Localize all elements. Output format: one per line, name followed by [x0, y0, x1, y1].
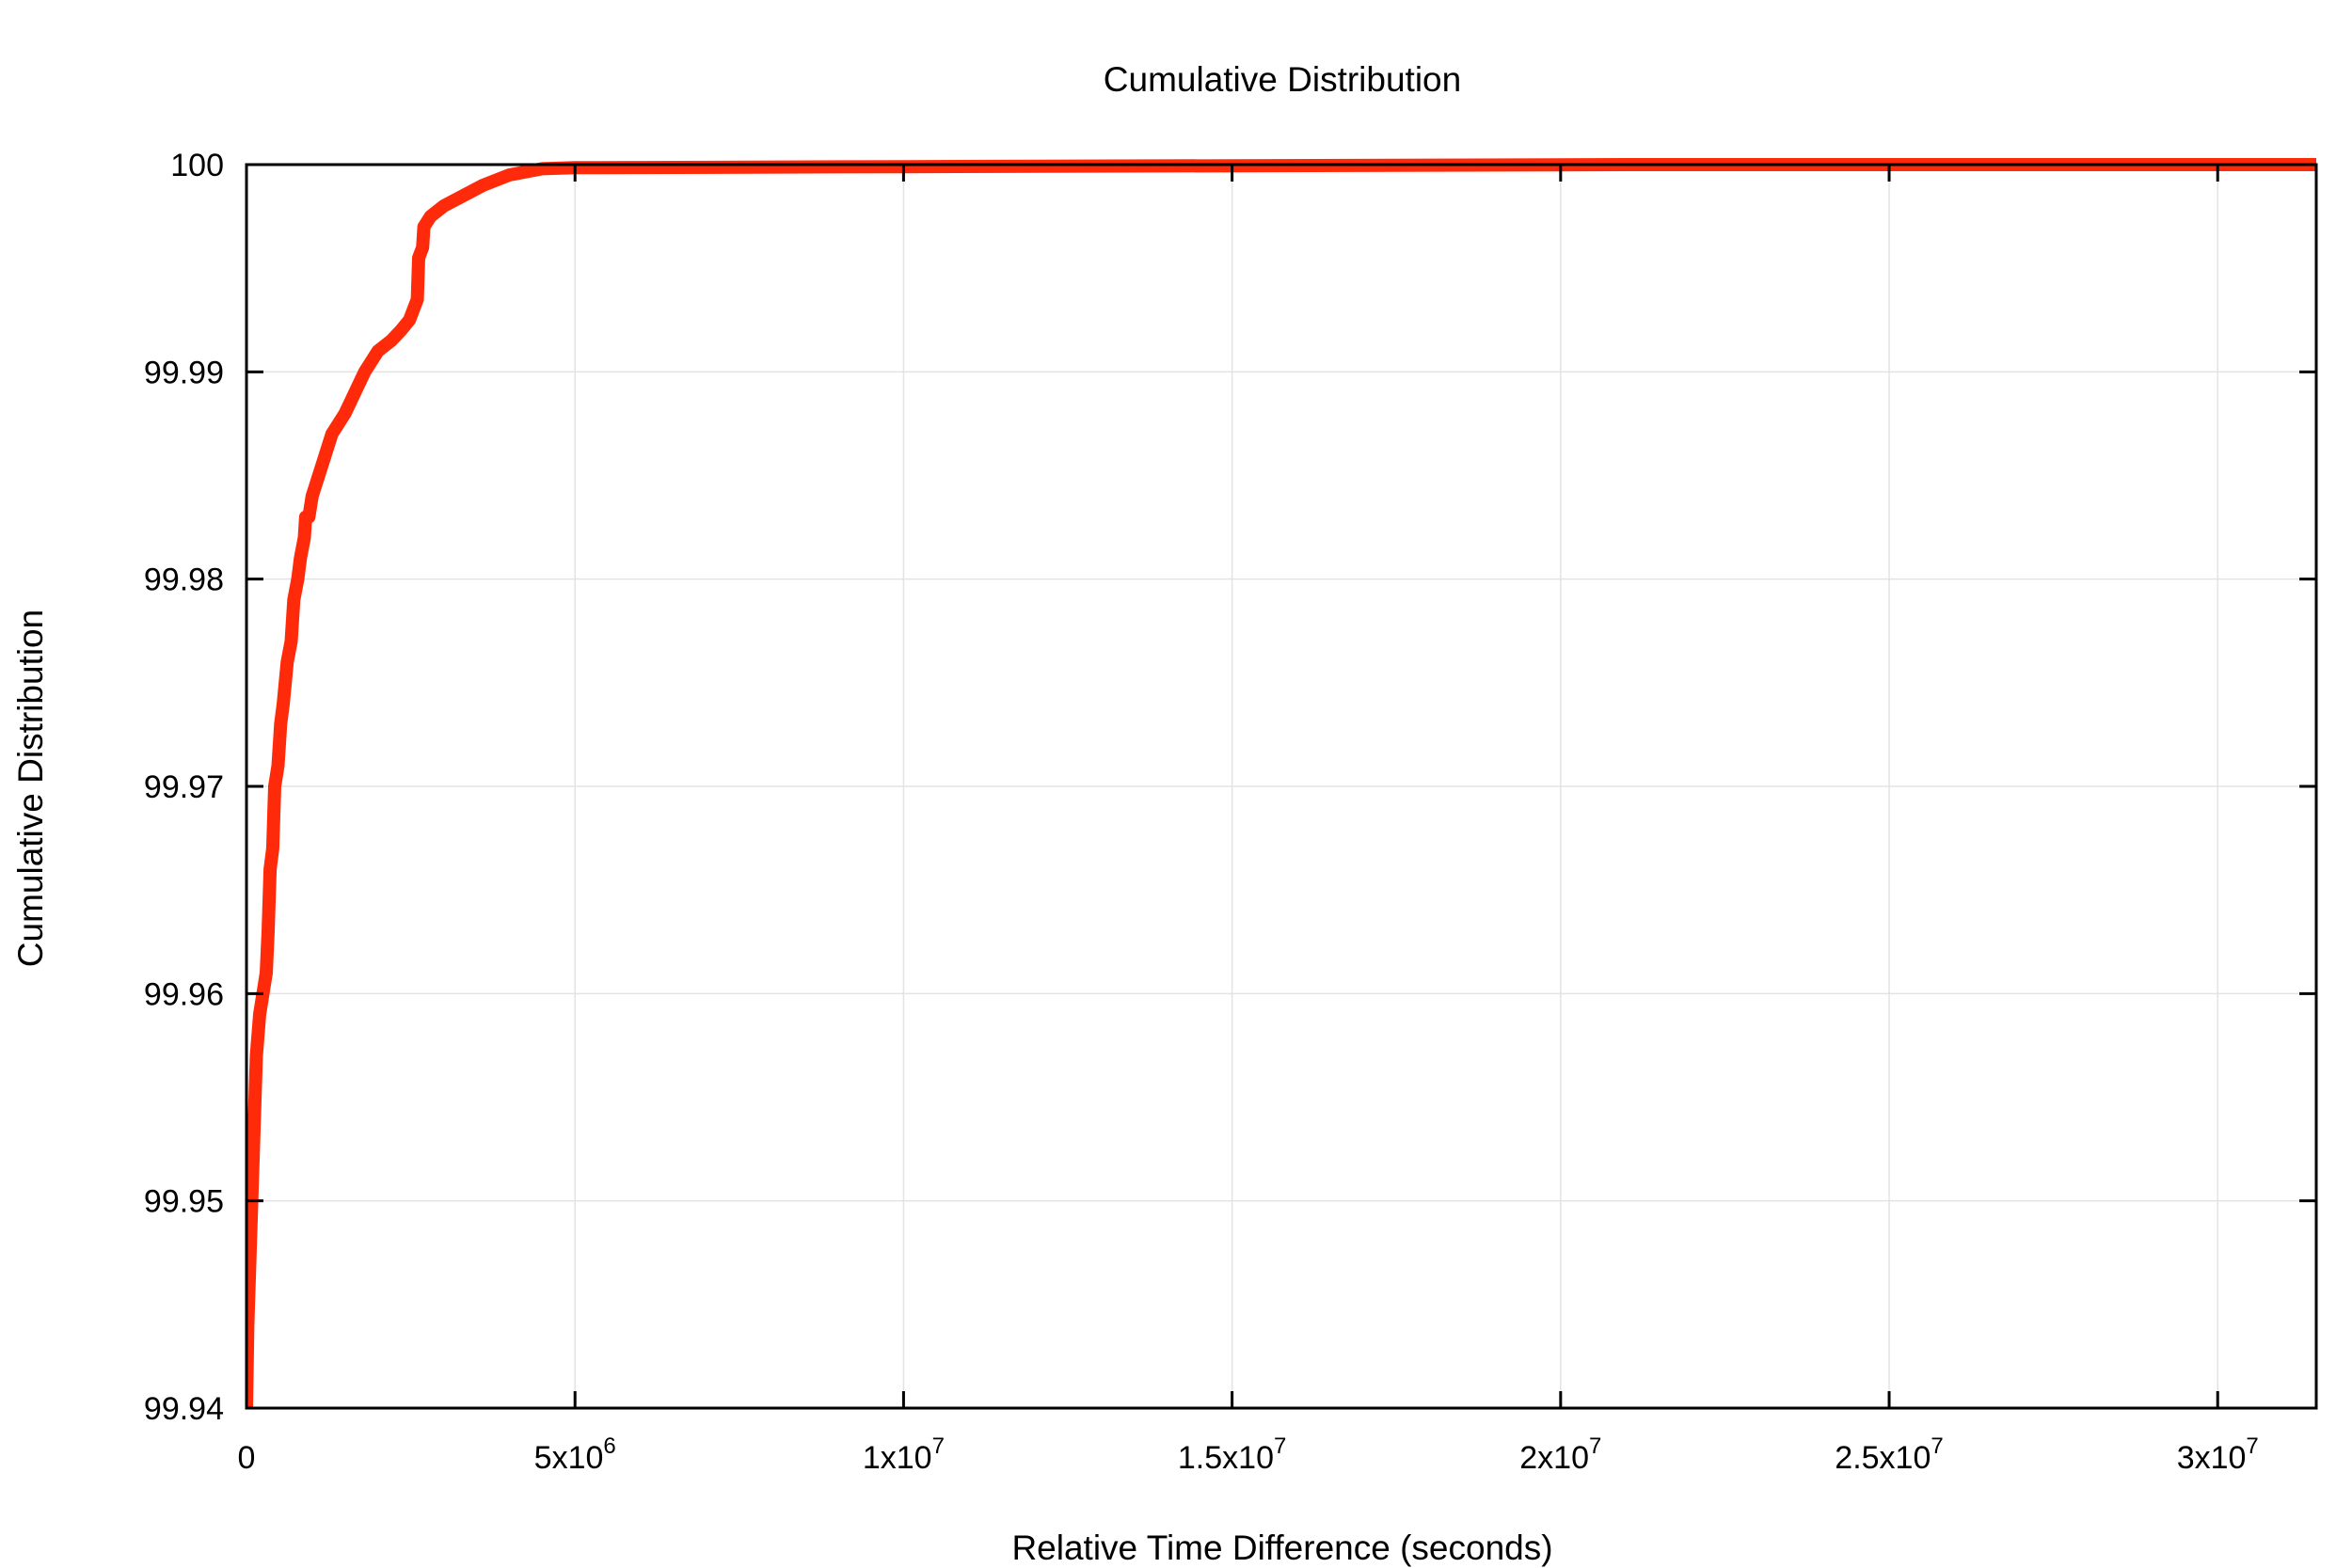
y-tick-labels: 99.94 99.95 99.96 99.97 99.98 99.99 100 — [144, 148, 224, 1427]
x-tick-labels: 0 5x106 1x107 1.5x107 2x107 2.5x107 3x107 — [238, 1433, 2259, 1476]
y-tick-label: 99.94 — [144, 1391, 224, 1427]
y-tick-label: 99.96 — [144, 976, 224, 1012]
y-tick-label: 100 — [170, 148, 224, 183]
axis-ticks — [245, 163, 2316, 1410]
grid-lines — [246, 165, 2316, 1408]
cumulative-distribution-line — [246, 158, 2316, 1408]
x-axis-title: Relative Time Difference (seconds) — [1011, 1528, 1552, 1567]
y-tick-label: 99.97 — [144, 769, 224, 805]
series-layer — [246, 158, 2316, 1408]
x-tick-label: 1.5x107 — [1178, 1433, 1286, 1476]
y-axis-title: Cumulative Distribution — [11, 610, 50, 967]
x-tick-label: 1x107 — [863, 1433, 945, 1476]
x-tick-label: 2.5x107 — [1835, 1433, 1943, 1476]
y-tick-label: 99.95 — [144, 1184, 224, 1220]
x-tick-label: 3x107 — [2177, 1433, 2259, 1476]
x-tick-label: 0 — [238, 1440, 256, 1476]
chart-title: Cumulative Distribution — [1104, 60, 1461, 99]
x-tick-label: 2x107 — [1519, 1433, 1601, 1476]
y-tick-label: 99.99 — [144, 355, 224, 390]
x-tick-label: 5x106 — [534, 1433, 616, 1476]
y-tick-label: 99.98 — [144, 562, 224, 598]
